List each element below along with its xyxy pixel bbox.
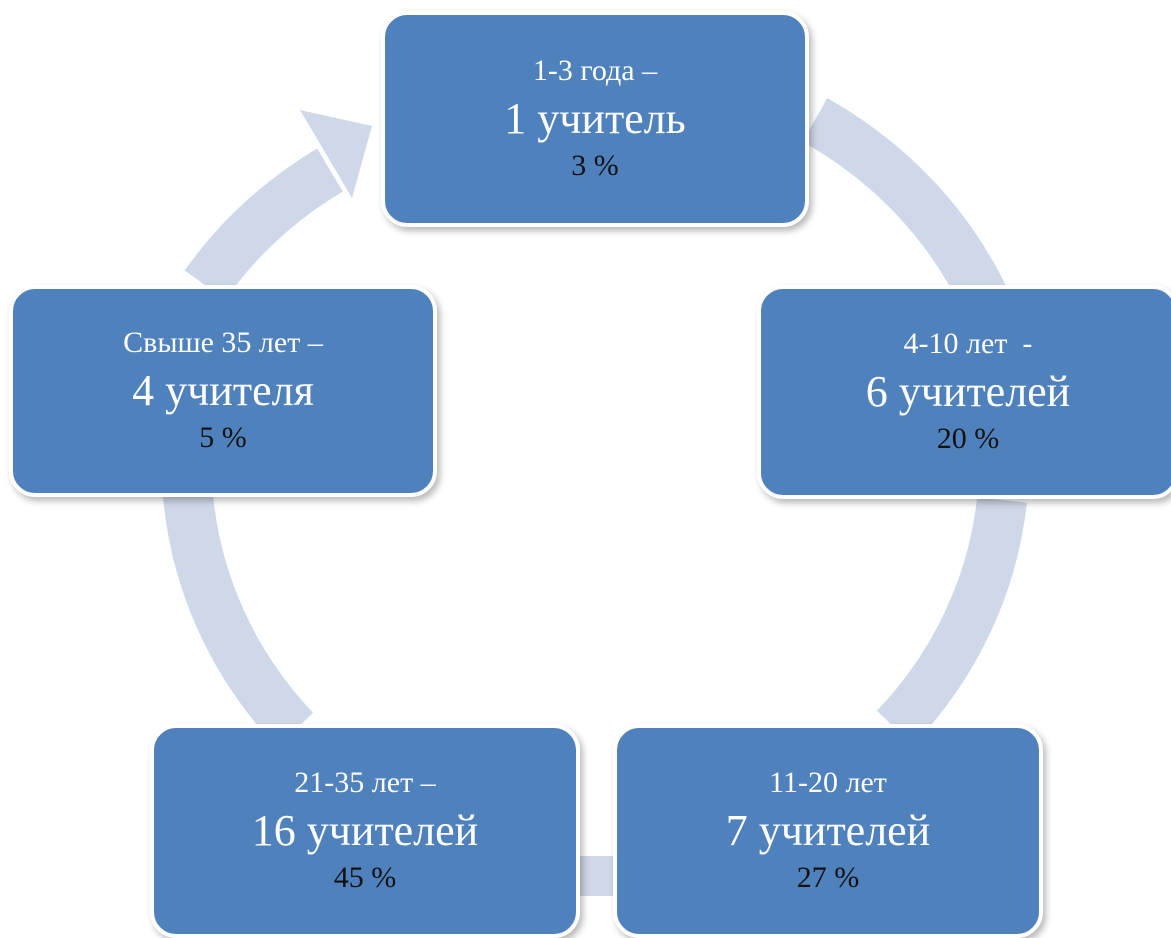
- node-percent: 20 %: [936, 422, 1000, 456]
- node-teacher-count: 4 учителя: [132, 365, 314, 415]
- node-percent: 45 %: [333, 861, 397, 895]
- ring-segment-right-to-bottomright: [876, 497, 1027, 746]
- ring-segment-bottomleft-to-left: [163, 492, 314, 748]
- node-percent: 3 %: [571, 149, 619, 183]
- node-range-label: 21-35 лет –: [294, 766, 436, 800]
- node-teacher-count: 6 учителей: [865, 366, 1071, 416]
- node-range-label: 1-3 года –: [532, 54, 658, 88]
- node-teacher-count: 7 учителей: [725, 805, 931, 855]
- node-4-10-years: 4-10 лет - 6 учителей 20 %: [757, 285, 1171, 499]
- node-percent: 5 %: [199, 421, 247, 455]
- node-range-label: 4-10 лет -: [903, 327, 1033, 361]
- node-1-3-years: 1-3 года – 1 учитель 3 %: [381, 11, 809, 227]
- ring-segment-left-to-top: [184, 148, 344, 300]
- node-21-35-years: 21-35 лет – 16 учителей 45 %: [150, 724, 580, 938]
- node-range-label: Свыше 35 лет –: [123, 326, 323, 360]
- node-teacher-count: 1 учитель: [504, 93, 686, 143]
- ring-segment-top-to-right: [802, 98, 1008, 311]
- node-11-20-years: 11-20 лет 7 учителей 27 %: [613, 724, 1043, 938]
- node-percent: 27 %: [796, 861, 860, 895]
- node-range-label: 11-20 лет: [769, 766, 887, 800]
- node-teacher-count: 16 учителей: [251, 805, 479, 855]
- cycle-arrowhead: [300, 110, 372, 198]
- node-over-35-years: Свыше 35 лет – 4 учителя 5 %: [9, 285, 437, 497]
